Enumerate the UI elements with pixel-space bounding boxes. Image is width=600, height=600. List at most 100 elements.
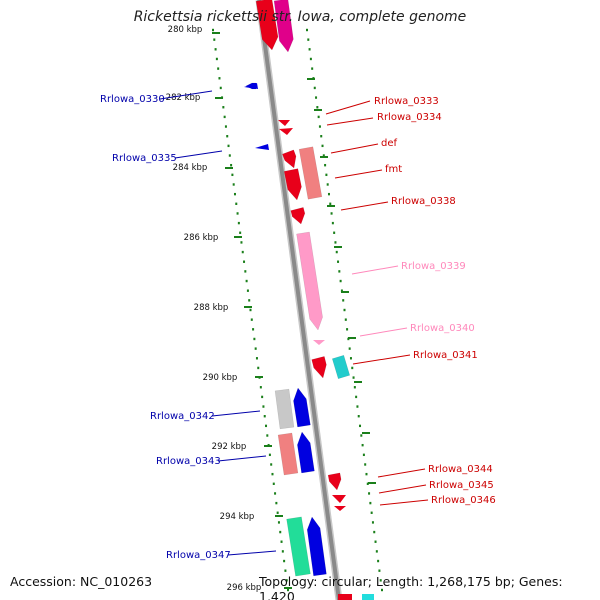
gene-arrow	[338, 594, 352, 600]
track-dot	[284, 569, 287, 572]
track-dot	[326, 183, 329, 186]
track-dot	[285, 579, 288, 582]
track-dot	[342, 299, 345, 302]
track-dot	[315, 96, 318, 99]
track-dot	[281, 550, 284, 553]
gene-arrow	[278, 120, 290, 126]
gene-label-leader	[340, 201, 389, 211]
backbone-line	[257, 0, 341, 600]
track-dot	[375, 550, 378, 553]
gene-label: Rrlowa_0343	[156, 456, 221, 467]
track-dot	[313, 86, 316, 90]
track-dot	[236, 212, 239, 215]
track-dot	[343, 308, 346, 312]
track-dot	[223, 115, 226, 119]
track-dot	[369, 501, 372, 505]
track-dot	[335, 250, 338, 254]
gene-arrow	[277, 432, 299, 476]
kbp-label: 280 kbp	[168, 25, 203, 35]
gene-label: def	[381, 138, 398, 149]
gene-arrow	[274, 388, 295, 430]
track-dot	[377, 559, 380, 563]
track-dot	[320, 135, 323, 138]
track-dot	[365, 472, 368, 476]
track-dot	[356, 405, 359, 408]
track-dot	[306, 28, 308, 32]
gene-label: Rrlowa_0338	[391, 196, 456, 207]
gene-label-leader	[211, 410, 261, 417]
track-dot	[257, 366, 260, 370]
track-dot	[334, 241, 337, 244]
track-dot	[361, 443, 364, 447]
kbp-label: 290 kbp	[203, 373, 238, 383]
track-dot	[279, 530, 282, 534]
gene-arrow	[293, 387, 311, 428]
track-dot	[362, 453, 365, 457]
track-dot	[262, 405, 265, 408]
gene-label-leader	[334, 169, 383, 179]
track-dot	[344, 318, 347, 321]
gene-arrow	[298, 146, 323, 200]
track-dot	[364, 463, 367, 466]
gene-arrow	[255, 0, 279, 51]
track-dot	[252, 328, 255, 331]
track-dot	[272, 482, 275, 485]
track-dot	[253, 337, 256, 341]
gene-label: Rrlowa_0340	[410, 323, 475, 334]
gene-arrow	[244, 83, 258, 89]
gene-label: Rrlowa_0335	[112, 153, 177, 164]
track-dot	[261, 395, 264, 399]
gene-label-leader	[227, 550, 277, 556]
track-dot	[324, 163, 327, 167]
gene-arrow	[283, 168, 302, 201]
track-dot	[239, 231, 242, 234]
track-dot	[231, 173, 234, 177]
track-dot	[353, 386, 356, 389]
track-dot	[250, 318, 253, 321]
gene-label-leader	[217, 455, 267, 462]
track-dot	[331, 221, 334, 225]
track-dot	[339, 279, 342, 283]
track-dot	[235, 202, 238, 205]
track-dot	[270, 463, 273, 466]
track-dot	[230, 163, 233, 167]
gene-label: Rrlowa_0342	[150, 411, 215, 422]
track-dot	[259, 386, 262, 389]
track-dot	[360, 434, 363, 437]
gene-label: Rrlowa_0346	[431, 495, 496, 506]
track-dot	[348, 347, 351, 350]
track-dot	[307, 38, 310, 41]
track-dot	[378, 569, 381, 572]
gene-arrow	[362, 594, 374, 600]
track-dot	[275, 501, 278, 505]
track-dot	[333, 231, 336, 234]
track-dot	[283, 559, 286, 563]
gene-label-leader	[174, 150, 223, 159]
track-dot	[316, 106, 319, 109]
gene-label: Rrlowa_0334	[377, 112, 442, 123]
track-dot	[232, 183, 235, 186]
track-dot	[368, 492, 371, 495]
track-dot	[263, 415, 266, 418]
track-dot	[280, 540, 283, 543]
gene-label-leader	[351, 265, 399, 275]
track-dot	[240, 241, 243, 244]
track-dot	[215, 57, 218, 61]
track-dot	[371, 521, 374, 524]
track-dot	[374, 540, 377, 543]
gene-arrow	[334, 506, 346, 511]
track-dot	[271, 472, 274, 476]
accession-text: Accession: NC_010263	[10, 574, 153, 589]
gene-arrow	[282, 149, 297, 169]
kbp-label: 282 kbp	[166, 93, 201, 103]
gene-label: fmt	[385, 164, 402, 175]
track-dot	[349, 357, 352, 360]
track-dot	[381, 588, 383, 592]
kbp-label: 284 kbp	[173, 163, 208, 173]
gene-arrow	[297, 431, 315, 474]
track-dot	[318, 125, 321, 128]
gene-label-leader	[377, 468, 426, 478]
track-dot	[351, 366, 354, 370]
